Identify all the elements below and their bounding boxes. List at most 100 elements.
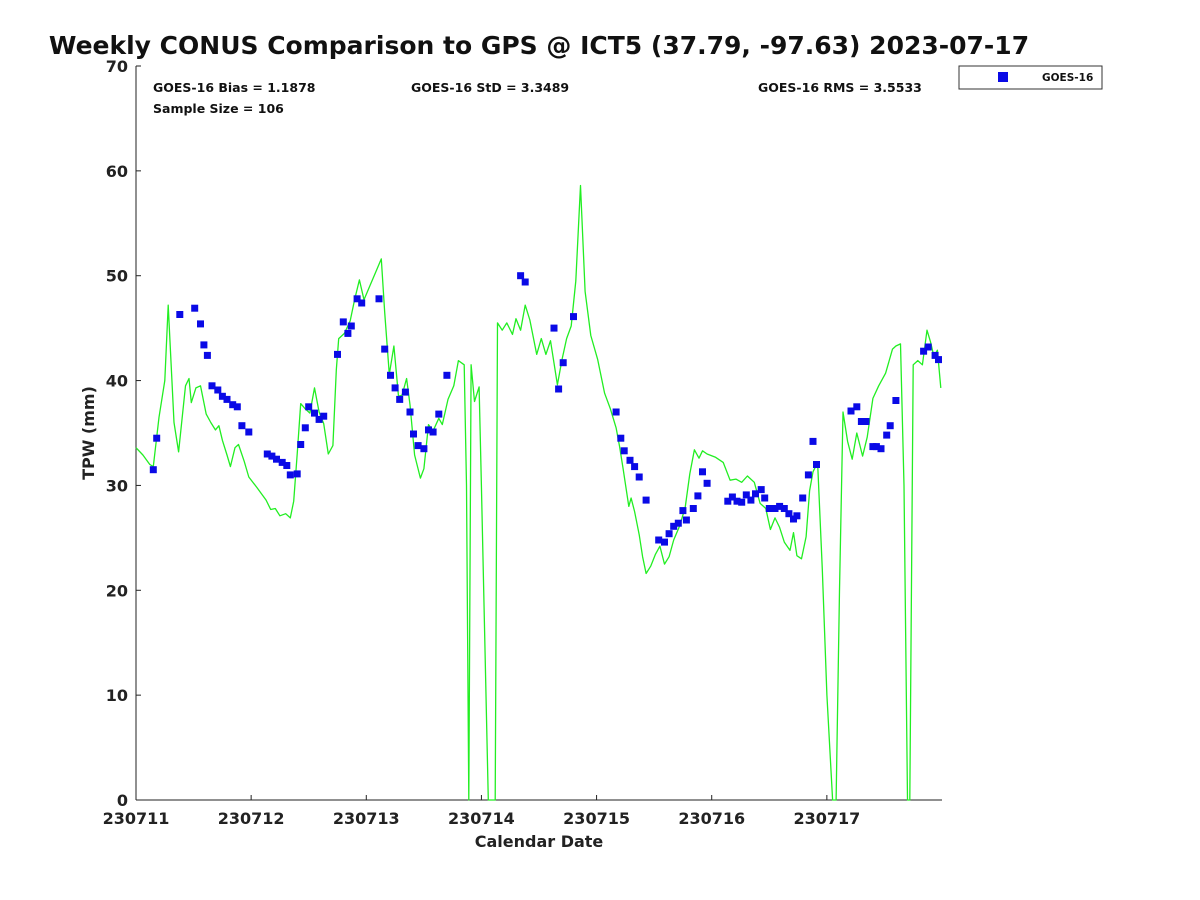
goes16-point [804,471,812,479]
stat-bias: GOES-16 Bias = 1.1878 [153,80,315,95]
goes16-point [521,278,529,286]
x-tick-label: 230714 [448,809,515,828]
goes16-point [689,505,697,512]
goes16-point [315,415,323,423]
x-axis-ticks: 230711 230712 230713 230714 230715 230716 2307… [103,795,860,828]
goes16-point [245,428,253,436]
goes16-point [626,456,634,464]
goes16-point [301,424,309,432]
goes16-point [200,341,208,349]
goes16-point [877,445,885,453]
goes16-point [410,430,417,438]
goes16-point [847,407,855,415]
y-tick-label: 40 [106,372,128,391]
goes16-point [765,505,773,512]
y-tick-label: 20 [106,581,128,600]
goes16-point [776,502,784,510]
y-tick-label: 70 [106,57,128,76]
goes16-point [612,408,620,416]
goes16-point [358,299,366,307]
goes16-point [699,468,706,476]
goes16-point [381,345,389,353]
x-tick-label: 230716 [678,809,745,828]
goes16-point [694,492,702,500]
goes16-point [401,388,409,396]
goes16-point [793,512,801,520]
goes16-point [149,466,157,474]
goes16-point [742,491,750,499]
legend-box [958,65,1103,90]
goes16-point [347,322,355,330]
y-tick-label: 0 [117,791,128,810]
goes16-point [214,386,222,394]
goes16-point [883,431,891,439]
goes16-point [886,422,894,430]
goes16-point [203,351,211,359]
goes16-point [286,471,294,479]
goes16-point [780,505,788,512]
plot-axes [135,66,942,801]
goes16-point [799,494,807,502]
y-tick-label: 50 [106,267,128,286]
goes16-point [420,445,428,453]
goes16-point [679,507,687,515]
goes16-point [429,428,437,436]
stat-sample-size: Sample Size = 106 [153,101,284,116]
goes16-point [555,385,563,393]
goes16-point [396,395,404,403]
goes16-point [635,473,643,481]
goes16-point [218,392,226,400]
goes16-point [785,510,793,518]
stat-rms: GOES-16 RMS = 3.5533 [758,80,922,95]
goes16-point [197,320,204,328]
goes16-point [724,497,732,505]
goes16-point [278,458,286,466]
stat-std: GOES-16 StD = 3.3489 [411,80,569,95]
goes16-point [682,516,690,524]
goes16-point [661,538,668,546]
goes16-point [703,479,711,487]
goes16-point [872,443,880,451]
goes16-point [655,536,663,544]
legend-marker-goes16 [998,72,1008,82]
goes16-point [853,403,861,411]
goes16-point [311,409,318,417]
x-tick-label: 230712 [218,809,285,828]
goes16-point [297,441,305,448]
goes16-point [550,324,558,332]
goes16-point [931,351,939,359]
y-tick-label: 60 [106,162,128,181]
goes16-point [153,434,161,442]
x-tick-label: 230715 [563,809,630,828]
goes16-point [391,384,399,392]
goes16-point [375,295,383,303]
goes16-point [273,455,280,463]
y-axis-ticks: 0 10 20 30 40 50 60 70 [106,57,141,810]
goes16-point [761,494,769,502]
goes16-point [631,463,639,471]
goes16-point [862,418,870,425]
goes16-point [517,272,525,280]
goes16-point [892,397,900,404]
legend-label-goes16: GOES-16 [1042,72,1093,84]
goes16-point [233,403,241,411]
x-tick-label: 230711 [103,809,170,828]
goes16-point [238,422,246,430]
goes16-point [728,493,736,501]
goes16-point [229,401,237,409]
goes16-point [559,359,567,367]
goes16-point [570,313,577,321]
chart-title: Weekly CONUS Comparison to GPS @ ICT5 (3… [49,31,1029,60]
goes16-point [771,505,779,512]
data-series [135,184,942,801]
goes16-point [414,442,422,450]
y-axis-label: TPW (mm) [79,386,98,480]
goes16-point [334,350,341,358]
stats-annotations: GOES-16 Bias = 1.1878 GOES-16 StD = 3.34… [153,80,922,116]
goes16-point [425,426,432,434]
y-tick-label: 10 [106,686,128,705]
goes16-point [857,418,865,425]
goes16-point [208,382,216,390]
goes16-point [747,496,755,504]
